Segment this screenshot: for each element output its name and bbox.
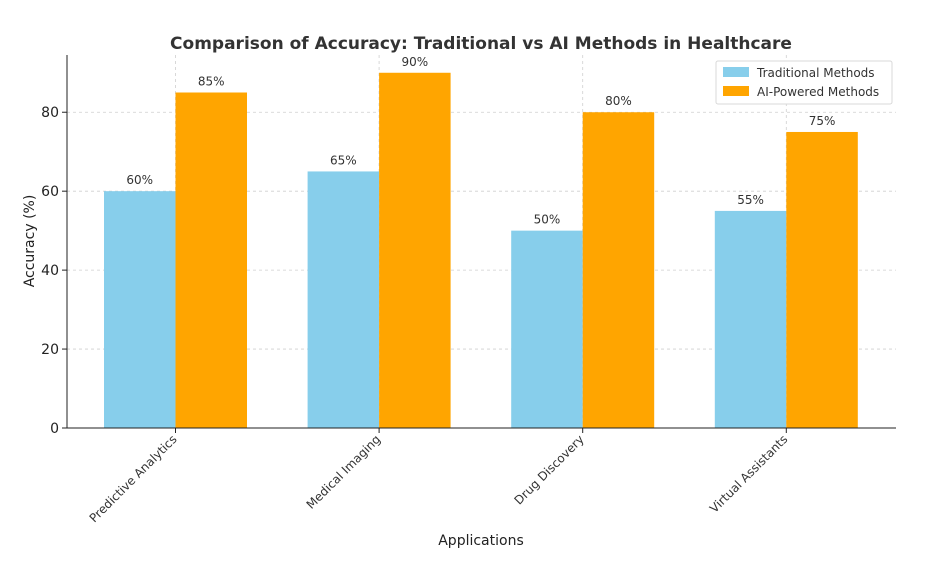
bar-ai-3 [786,131,858,428]
y-tick-label: 80 [41,105,59,121]
x-tick-label: Virtual Assistants [707,432,790,515]
legend-box [715,60,893,105]
axis-layer [66,55,896,429]
y-tick-label: 60 [41,184,59,200]
legend-swatch-traditional [723,67,749,77]
bar-ai-0 [175,92,247,429]
data-label-traditional-2: 50% [534,213,561,227]
data-label-traditional-1: 65% [330,153,357,167]
data-label-traditional-3: 55% [737,193,764,207]
x-tick-label: Predictive Analytics [87,432,180,525]
y-tick-label: 0 [50,421,59,437]
bar-ai-1 [379,72,451,428]
legend-label-traditional: Traditional Methods [756,66,875,80]
data-label-ai-2: 80% [605,94,632,108]
legend: Traditional Methods AI-Powered Methods [715,60,893,105]
y-axis-title: Accuracy (%) [22,195,38,288]
x-tick-label: Drug Discovery [512,432,587,507]
data-label-traditional-0: 60% [126,173,153,187]
y-tick-label: 40 [41,263,59,279]
data-label-ai-0: 85% [198,74,225,88]
bar-traditional-3 [714,210,787,428]
bar-traditional-0 [104,191,176,428]
x-axis-title: Applications [438,533,524,549]
data-label-ai-1: 90% [402,55,429,69]
legend-label-ai: AI-Powered Methods [757,85,879,99]
bar-layer [104,72,858,429]
chart-title: Comparison of Accuracy: Traditional vs A… [170,34,792,54]
data-label-ai-3: 75% [809,114,836,128]
bar-ai-2 [582,112,655,429]
bar-traditional-2 [511,230,583,428]
x-tick-label: Medical Imaging [304,432,384,512]
y-tick-label: 20 [41,342,59,358]
bar-traditional-1 [307,171,380,428]
legend-swatch-ai [723,86,749,96]
